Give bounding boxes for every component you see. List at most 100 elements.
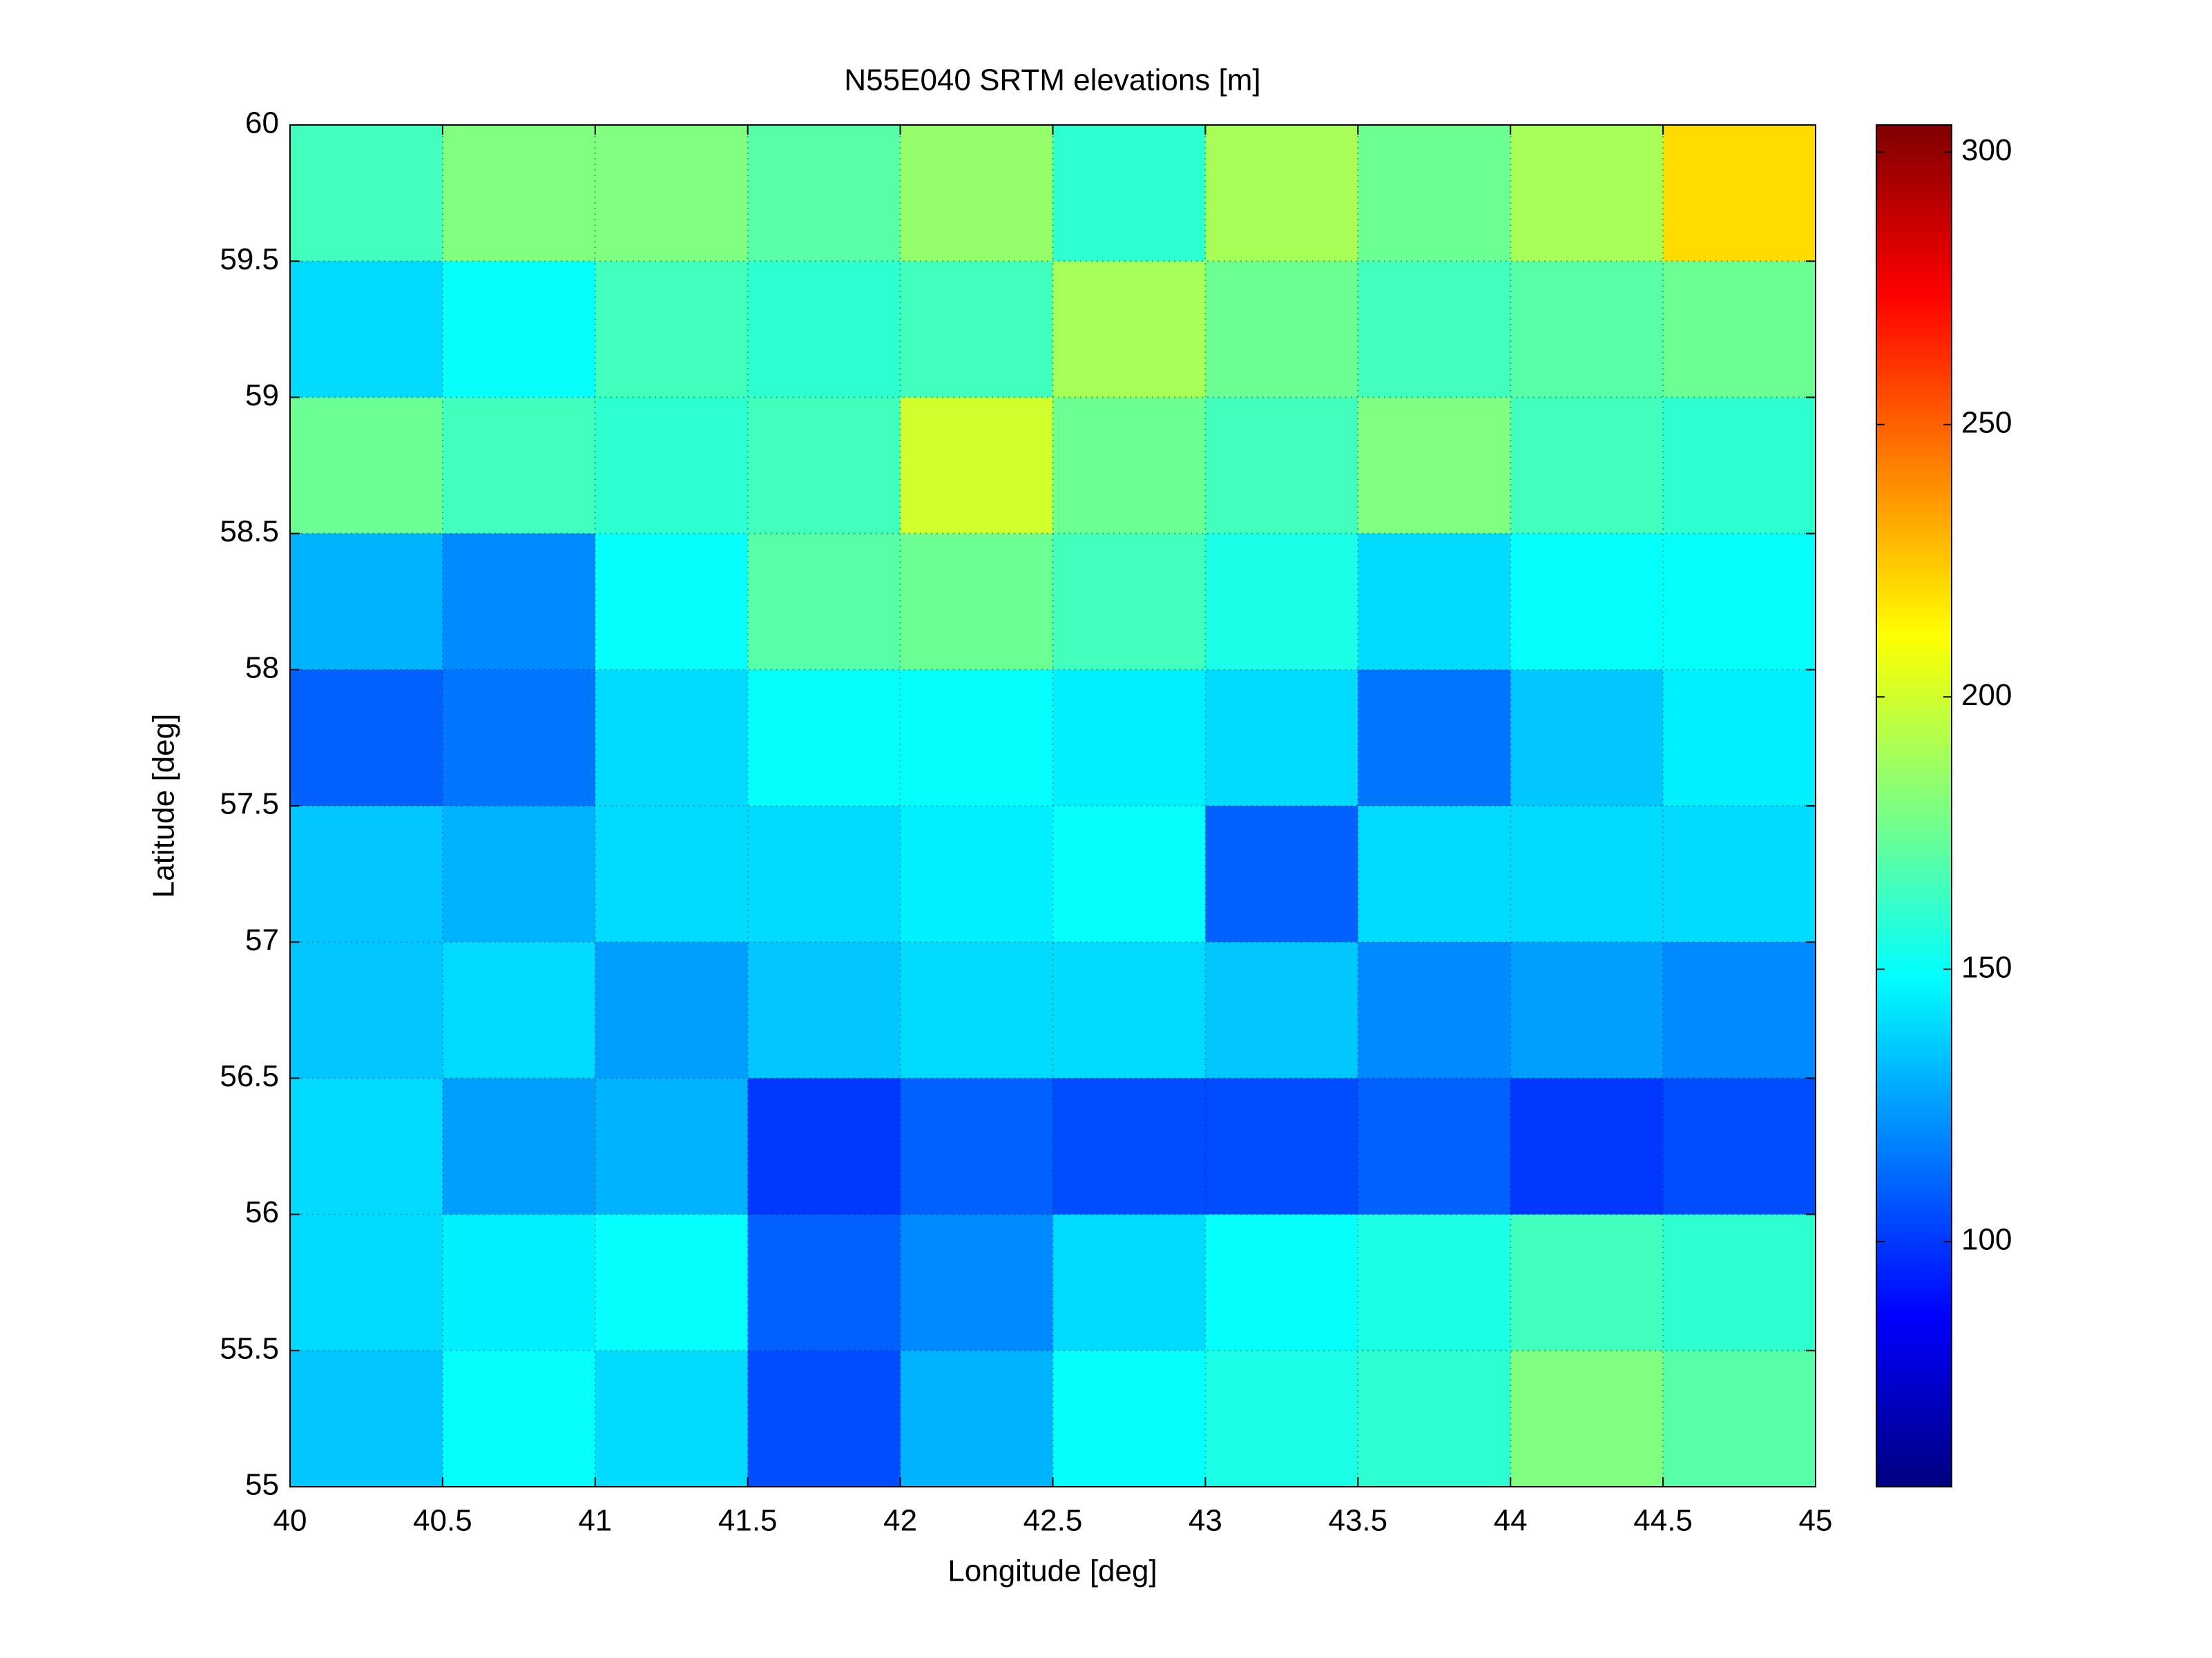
y-tick-label: 58 <box>245 650 279 684</box>
heat-cell <box>747 1078 901 1215</box>
heat-cell <box>442 533 596 671</box>
heat-cell <box>290 806 443 943</box>
y-tick-label: 55 <box>245 1468 279 1502</box>
heat-cell <box>1358 533 1511 671</box>
heat-cell <box>1205 533 1358 671</box>
heat-cell <box>290 942 443 1079</box>
heat-cell <box>290 1078 443 1215</box>
heat-cell <box>595 942 749 1079</box>
heat-cell <box>900 806 1053 943</box>
heat-cell <box>442 942 596 1079</box>
heat-cell <box>442 1214 596 1351</box>
heat-cell <box>442 397 596 534</box>
colorbar-tick-label: 150 <box>1961 950 2012 984</box>
heat-cell <box>1205 1214 1358 1351</box>
heat-cell <box>1510 261 1664 398</box>
heat-cell <box>747 942 901 1079</box>
heat-cell <box>442 806 596 943</box>
heat-cell <box>747 669 901 807</box>
chart-title: N55E040 SRTM elevations [m] <box>844 64 1260 97</box>
heat-cell <box>1052 125 1206 262</box>
heat-cell <box>1510 942 1664 1079</box>
heat-cell <box>747 1350 901 1487</box>
y-tick-label: 57.5 <box>220 787 279 821</box>
heat-cell <box>1052 261 1206 398</box>
heat-cell <box>442 125 596 262</box>
heat-cell <box>1663 1214 1816 1351</box>
x-tick-label: 41.5 <box>718 1504 778 1538</box>
y-tick-label: 55.5 <box>220 1331 279 1365</box>
heat-cell <box>747 806 901 943</box>
heat-cell <box>900 397 1053 534</box>
heat-cell <box>1205 1350 1358 1487</box>
heat-cell <box>900 533 1053 671</box>
x-tick-label: 40.5 <box>413 1504 472 1538</box>
heat-cell <box>747 533 901 671</box>
heat-cell <box>1052 806 1206 943</box>
colorbar-tick-label: 100 <box>1961 1223 2012 1257</box>
heat-cell <box>1052 1078 1206 1215</box>
heat-cell <box>900 1214 1053 1351</box>
heat-cell <box>900 1078 1053 1215</box>
heat-cell <box>1663 1078 1816 1215</box>
heat-cell <box>442 669 596 807</box>
heat-cell <box>290 1350 443 1487</box>
heat-cell <box>442 1078 596 1215</box>
y-tick-label: 56 <box>245 1195 279 1229</box>
heat-cell <box>1663 261 1816 398</box>
y-tick-label: 56.5 <box>220 1059 279 1093</box>
y-tick-label: 59 <box>245 378 279 412</box>
heat-cell <box>1358 1214 1511 1351</box>
heat-cell <box>1510 1350 1664 1487</box>
heat-cell <box>1358 397 1511 534</box>
heat-cell <box>1510 533 1664 671</box>
heat-cell <box>1052 397 1206 534</box>
heat-cell <box>290 397 443 534</box>
heat-cell <box>1510 1214 1664 1351</box>
heat-cell <box>1663 1350 1816 1487</box>
heat-cell <box>1663 806 1816 943</box>
heat-cell <box>1510 125 1664 262</box>
heat-cell <box>1205 125 1358 262</box>
heat-cell <box>595 1078 749 1215</box>
heat-cell <box>442 261 596 398</box>
x-tick-label: 41 <box>578 1504 612 1538</box>
heat-cell <box>900 942 1053 1079</box>
heat-cell <box>1052 1214 1206 1351</box>
heat-cell <box>595 533 749 671</box>
heat-cell <box>900 669 1053 807</box>
heat-cell <box>1205 1078 1358 1215</box>
heat-cell <box>1205 942 1358 1079</box>
heat-cell <box>747 1214 901 1351</box>
y-tick-label: 57 <box>245 923 279 957</box>
y-tick-label: 59.5 <box>220 242 279 276</box>
heat-cell <box>442 1350 596 1487</box>
heat-cell <box>290 1214 443 1351</box>
x-tick-label: 43 <box>1189 1504 1222 1538</box>
heat-cell <box>1663 125 1816 262</box>
x-tick-label: 44.5 <box>1633 1504 1693 1538</box>
x-tick-label: 45 <box>1799 1504 1833 1538</box>
plot-frame <box>289 124 1816 1487</box>
colorbar-tick-label: 250 <box>1961 405 2012 439</box>
y-axis-label: Latitude [deg] <box>147 714 181 898</box>
heat-cell <box>747 125 901 262</box>
heat-cell <box>595 125 749 262</box>
heat-cell <box>290 125 443 262</box>
heat-cell <box>1663 942 1816 1079</box>
heat-cell <box>1205 261 1358 398</box>
x-tick-label: 44 <box>1494 1504 1528 1538</box>
heat-cell <box>290 669 443 807</box>
heat-cell <box>1052 533 1206 671</box>
y-tick-label: 58.5 <box>220 514 279 548</box>
heat-cell <box>595 806 749 943</box>
colorbar <box>1876 124 1952 1487</box>
heat-cell <box>595 669 749 807</box>
heat-cell <box>747 397 901 534</box>
x-tick-label: 43.5 <box>1328 1504 1387 1538</box>
heat-cell <box>1663 397 1816 534</box>
heat-cell <box>900 261 1053 398</box>
heat-cell <box>290 533 443 671</box>
colorbar-tick-label: 200 <box>1961 678 2012 712</box>
heat-cell <box>1358 125 1511 262</box>
